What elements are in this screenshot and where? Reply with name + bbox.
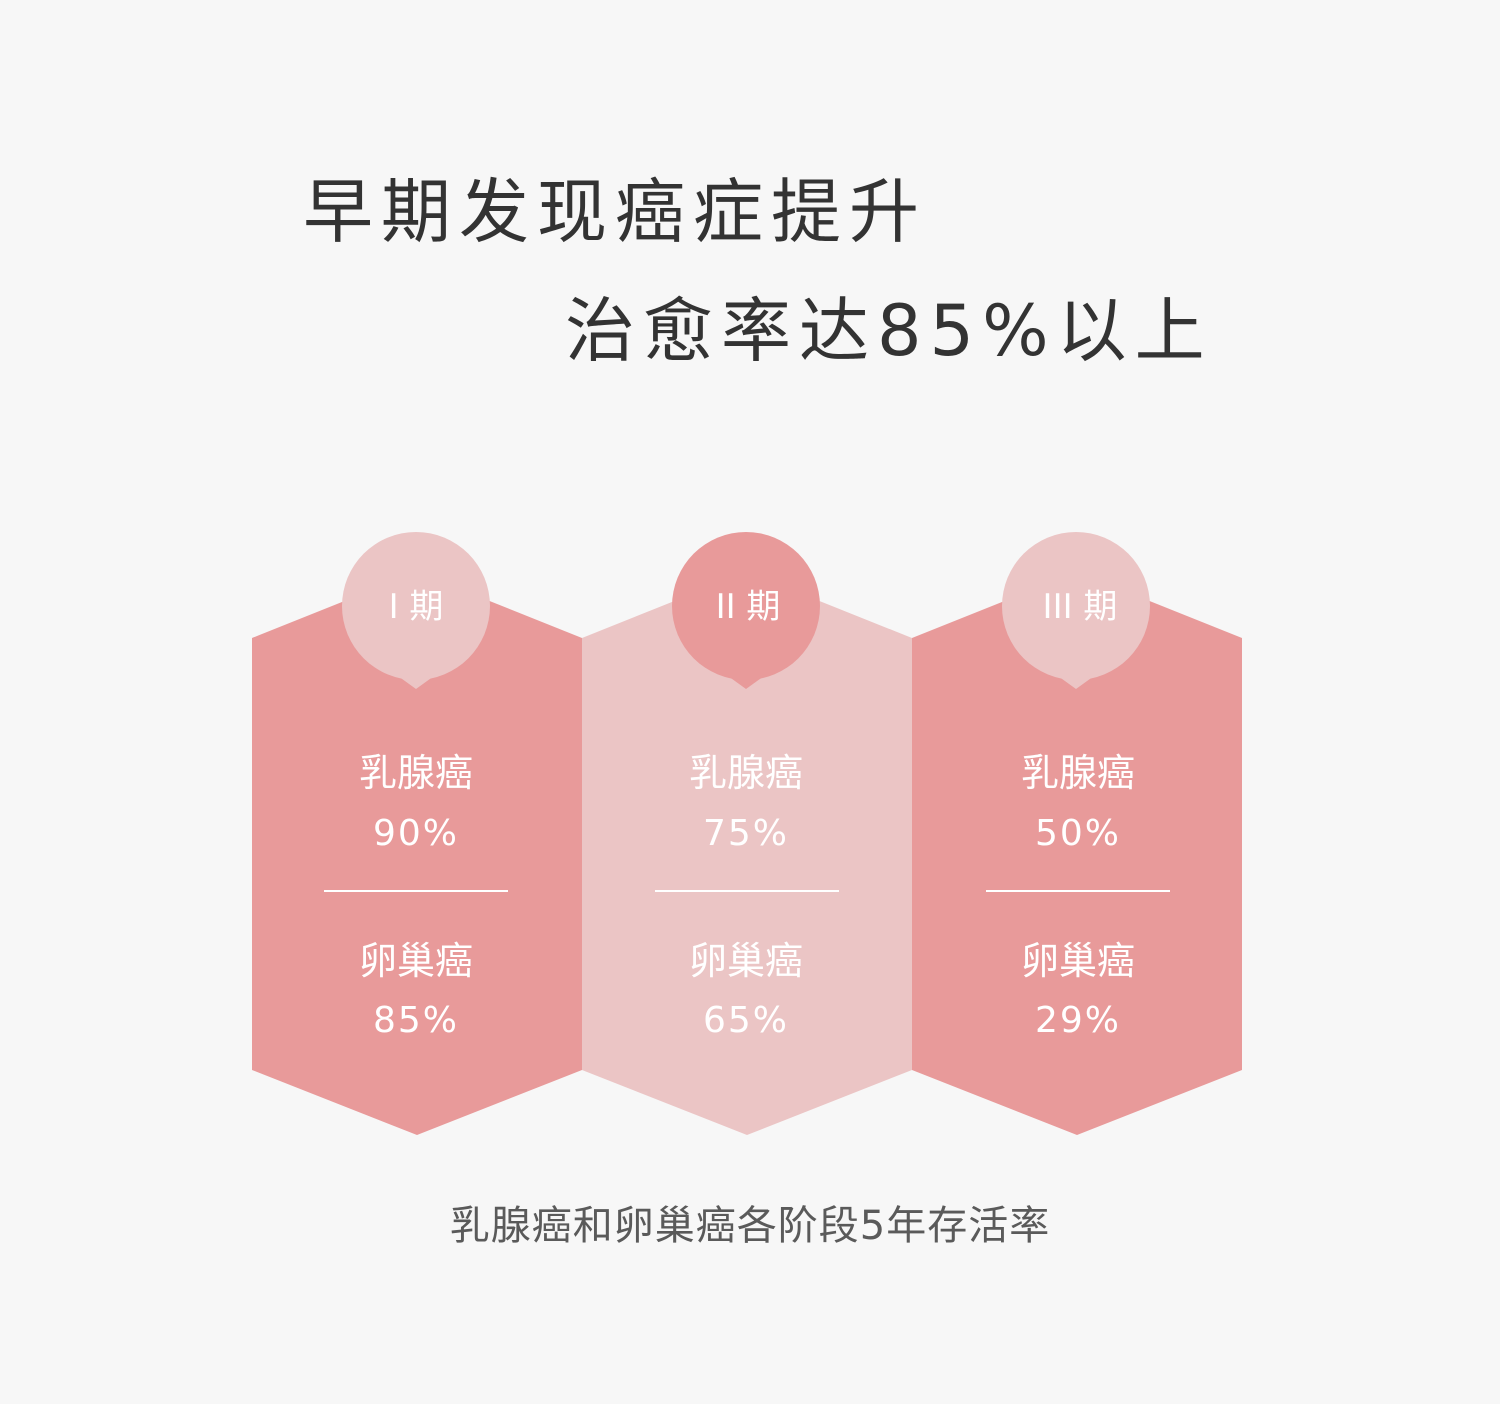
stage-1-breast-rate: 90% — [373, 813, 459, 854]
headline-line-1: 早期发现癌症提升 — [303, 171, 927, 253]
stage-1-badge-circle — [342, 532, 490, 680]
stage-1-badge-label: I 期 — [389, 587, 444, 627]
stage-2-badge-circle — [672, 532, 820, 680]
stage-1-badge-tip — [398, 676, 434, 689]
caption: 乳腺癌和卵巢癌各阶段5年存活率 — [449, 1203, 1051, 1249]
stage-3-breast-label: 乳腺癌 — [1021, 751, 1135, 795]
headline-line-2: 治愈率达85%以上 — [565, 290, 1213, 372]
stage-2-ovarian-rate: 65% — [703, 1000, 789, 1041]
stage-3-ovarian-label: 卵巢癌 — [1021, 939, 1135, 983]
stage-3-badge-circle — [1002, 532, 1150, 680]
stage-2-breast-rate: 75% — [703, 813, 789, 854]
stage-1-hexagon — [252, 572, 582, 1135]
stage-2-breast-label: 乳腺癌 — [689, 751, 803, 795]
stage-panel-3: III 期 乳腺癌 50% 卵巢癌 29% — [912, 532, 1242, 1135]
stage-1-breast-label: 乳腺癌 — [359, 751, 473, 795]
stage-1-ovarian-label: 卵巢癌 — [359, 939, 473, 983]
stage-panel-2: II 期 乳腺癌 75% 卵巢癌 65% — [582, 532, 912, 1135]
stage-panel-1: I 期 乳腺癌 90% 卵巢癌 85% — [252, 532, 582, 1135]
stage-3-ovarian-rate: 29% — [1035, 1000, 1121, 1041]
stage-2-badge-tip — [728, 676, 764, 689]
stage-2-ovarian-label: 卵巢癌 — [689, 939, 803, 983]
stage-2-badge-label: II 期 — [716, 587, 781, 627]
stage-3-breast-rate: 50% — [1035, 813, 1121, 854]
stage-3-badge-tip — [1058, 676, 1094, 689]
stage-3-badge-label: III 期 — [1043, 587, 1118, 627]
stage-2-hexagon — [582, 572, 912, 1135]
stage-3-hexagon — [912, 572, 1242, 1135]
stage-1-ovarian-rate: 85% — [373, 1000, 459, 1041]
